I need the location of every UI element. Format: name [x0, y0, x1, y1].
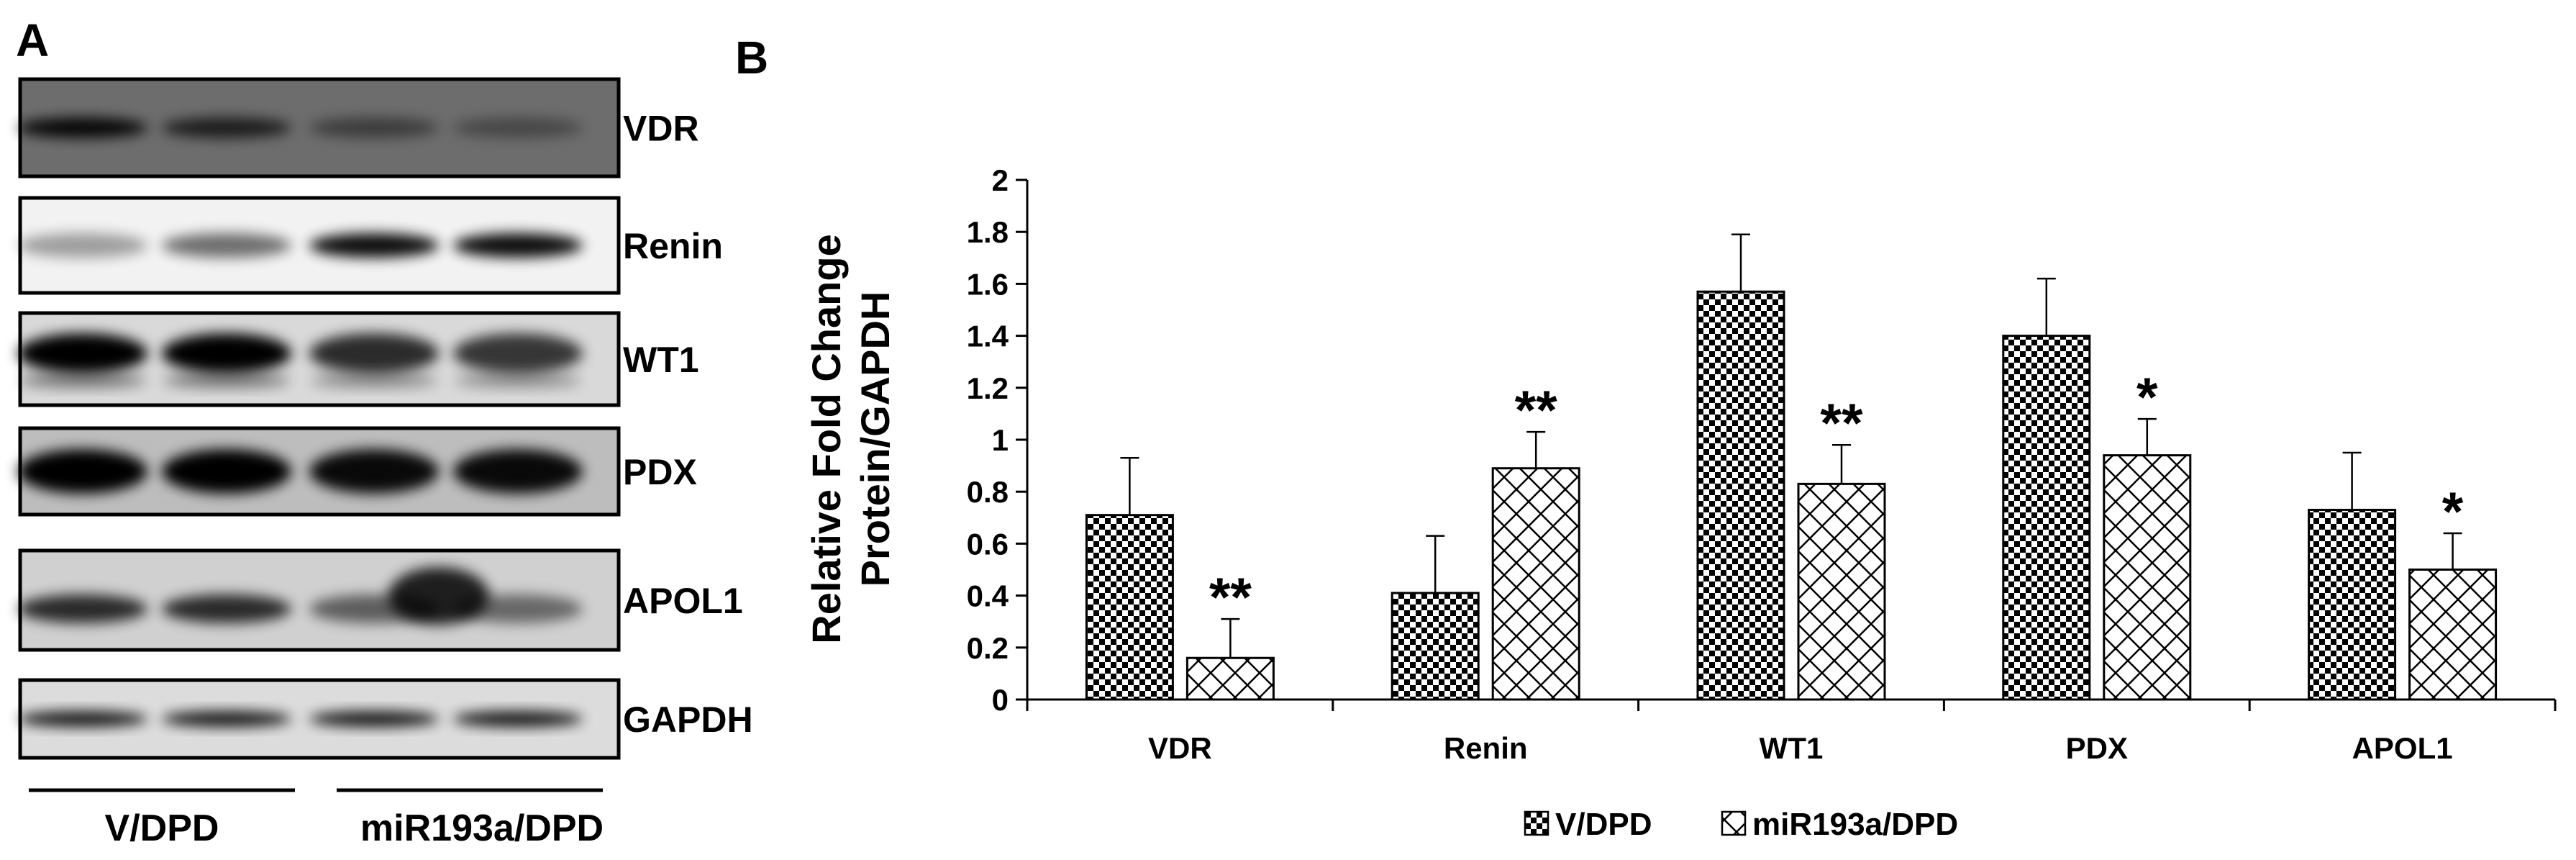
- blot-gapdh: GAPDH: [18, 678, 753, 760]
- y-tick-label: 0.2: [967, 631, 1009, 665]
- bar-v-dpd-vdr: [1085, 514, 1174, 701]
- y-axis-title-line-1: Relative Fold Change: [804, 234, 849, 643]
- blot-band: [309, 449, 439, 494]
- blot-band: [162, 449, 291, 494]
- blot-band: [18, 711, 147, 727]
- bar-mir193a-dpd-pdx: [2103, 454, 2192, 701]
- blot-band: [453, 333, 583, 374]
- panel-a-western-blots: A VDR Renin WT1 PDX APOL1 GAPDH V/DPD miR193a…: [16, 14, 753, 849]
- blot-band: [18, 594, 147, 623]
- plot-area: 00.20.40.60.811.21.41.61.82VDR**Renin**W…: [967, 163, 2557, 765]
- significance-apol1: *: [2442, 481, 2464, 543]
- y-tick-label: 0.8: [967, 475, 1009, 509]
- legend: V/DPD miR193a/DPD: [1524, 807, 1958, 842]
- group-label-v-dpd: V/DPD: [105, 807, 219, 849]
- blot-apol1: APOL1: [18, 548, 743, 652]
- legend-label-v-dpd: V/DPD: [1555, 807, 1652, 842]
- significance-vdr: **: [1209, 567, 1252, 628]
- y-tick-label: 1: [992, 423, 1009, 457]
- bar-mir193a-dpd-apol1: [2408, 569, 2498, 701]
- blot-band: [309, 711, 439, 727]
- bar-v-dpd-renin: [1391, 592, 1480, 701]
- x-tick-label-pdx: PDX: [2066, 731, 2128, 765]
- blot-renin: Renin: [18, 196, 723, 295]
- blot-band-lower: [311, 374, 437, 388]
- blot-band: [453, 449, 583, 494]
- bar-v-dpd-apol1: [2308, 508, 2397, 701]
- blot-band-lower: [163, 374, 290, 388]
- blot-band: [18, 449, 147, 494]
- legend-swatch-mir193a-dpd: [1721, 810, 1747, 836]
- blot-artifact: [388, 567, 489, 625]
- y-tick-label: 1.6: [967, 267, 1009, 301]
- x-tick-label-apol1: APOL1: [2352, 731, 2453, 765]
- blot-band: [162, 117, 291, 138]
- blot-band: [453, 117, 583, 138]
- y-tick-label: 1.4: [967, 320, 1009, 353]
- blot-band: [162, 594, 291, 623]
- bar-v-dpd-pdx: [2002, 335, 2091, 701]
- x-tick-label-vdr: VDR: [1148, 731, 1212, 765]
- legend-swatch-v-dpd: [1524, 810, 1549, 836]
- blot-wt1: WT1: [18, 311, 699, 407]
- y-tick-label: 0: [992, 683, 1009, 717]
- y-axis-title-line-2: Protein/GAPDH: [852, 291, 898, 587]
- blot-band: [453, 233, 583, 258]
- blot-label-wt1: WT1: [623, 340, 699, 380]
- significance-renin: **: [1515, 380, 1558, 441]
- bar-mir193a-dpd-vdr: [1185, 656, 1275, 701]
- blot-band: [453, 711, 583, 727]
- x-tick-label-wt1: WT1: [1760, 731, 1824, 765]
- blot-vdr: VDR: [18, 77, 699, 178]
- blot-band: [162, 333, 291, 374]
- blot-band: [162, 711, 291, 727]
- bar-v-dpd-wt1: [1696, 290, 1785, 701]
- y-tick-label: 0.6: [967, 527, 1009, 561]
- blot-band: [309, 333, 439, 374]
- significance-wt1: **: [1820, 393, 1863, 454]
- bar-mir193a-dpd-wt1: [1797, 482, 1886, 701]
- blot-band: [18, 333, 147, 374]
- panel-b-bar-chart: B Relative Fold Change Protein/GAPDH 0 0.…: [735, 32, 2557, 842]
- y-tick-label: 0.4: [967, 579, 1009, 613]
- blot-band-lower: [19, 374, 146, 388]
- group-label-mir193a-dpd: miR193a/DPD: [360, 807, 604, 849]
- y-tick-label: 1.8: [967, 215, 1009, 249]
- blot-band: [162, 233, 291, 258]
- panel-b-label: B: [735, 32, 768, 83]
- blot-band-lower: [455, 374, 581, 388]
- legend-label-mir193a-dpd: miR193a/DPD: [1752, 807, 1958, 842]
- y-tick-label: 2: [992, 163, 1009, 197]
- bar-mir193a-dpd-renin: [1491, 467, 1580, 701]
- blot-label-vdr: VDR: [623, 109, 699, 149]
- blot-label-renin: Renin: [623, 226, 723, 266]
- y-tick-label: 1.2: [967, 371, 1009, 405]
- blot-band: [18, 117, 147, 138]
- blot-label-pdx: PDX: [623, 452, 697, 492]
- blot-band: [18, 233, 147, 258]
- blot-strips: VDR Renin WT1 PDX APOL1 GAPDH: [18, 77, 753, 760]
- significance-pdx: *: [2136, 367, 2158, 428]
- blot-band: [309, 117, 439, 138]
- blot-band: [309, 233, 439, 258]
- blot-pdx: PDX: [18, 426, 697, 517]
- panel-a-label: A: [16, 14, 49, 66]
- blot-label-apol1: APOL1: [623, 581, 743, 621]
- y-axis-title: Relative Fold Change Protein/GAPDH: [804, 234, 898, 643]
- blot-label-gapdh: GAPDH: [623, 700, 753, 740]
- x-tick-label-renin: Renin: [1444, 731, 1528, 765]
